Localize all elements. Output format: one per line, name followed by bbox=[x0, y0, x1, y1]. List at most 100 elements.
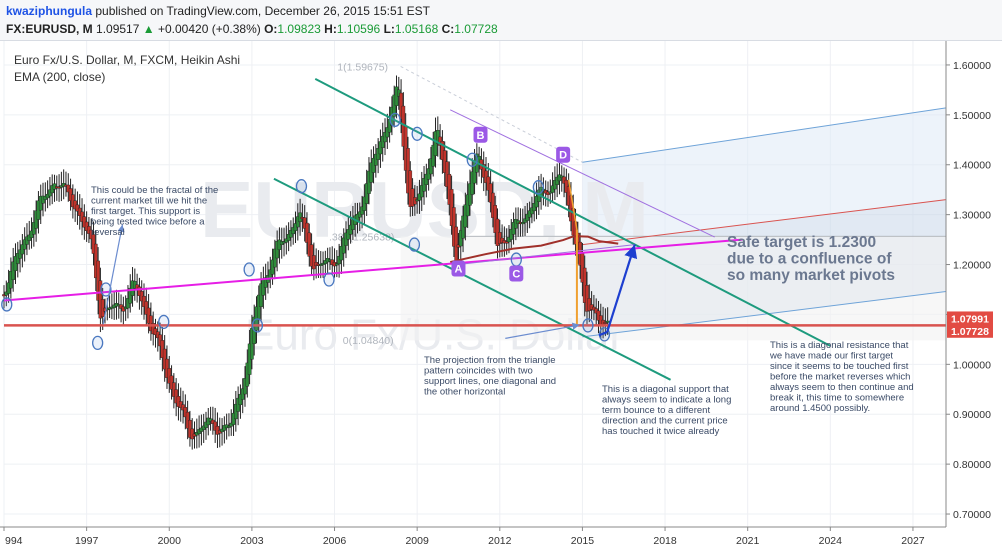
annotation-line: Safe target is 1.2300 bbox=[727, 234, 876, 251]
purple-support-line[interactable] bbox=[458, 244, 635, 266]
legend-indicator[interactable]: EMA (200, close) bbox=[14, 70, 106, 84]
pattern-point-label: C bbox=[512, 269, 520, 281]
time-tick-label: 2024 bbox=[819, 535, 843, 547]
touch-marker[interactable] bbox=[158, 314, 170, 330]
annotation-line: current market till we hit the bbox=[91, 196, 207, 207]
projection-note: The projection from the triangle pattern … bbox=[424, 355, 556, 398]
pattern-point-a-badge[interactable] bbox=[451, 260, 466, 277]
annotation-arrow[interactable] bbox=[102, 224, 125, 325]
high-value: 1.10596 bbox=[336, 22, 381, 36]
annotation-arrow[interactable] bbox=[505, 322, 580, 339]
annotation-line: being tested twice before a bbox=[91, 217, 205, 228]
orange-drop-connector bbox=[567, 179, 578, 230]
time-tick-label: 1997 bbox=[75, 535, 99, 547]
price-change: +0.00420 (+0.38%) bbox=[157, 22, 261, 36]
price-axis-panel bbox=[946, 41, 1002, 552]
annotation-line: term bounce to a different bbox=[602, 405, 710, 416]
touch-marker[interactable] bbox=[532, 180, 545, 195]
price-tag-label: 1.07991 bbox=[951, 313, 989, 325]
candle-body bbox=[57, 186, 61, 189]
diagonal-resistance-note: This is a diagonal resistance that we hav… bbox=[769, 340, 914, 414]
target-arrow-base bbox=[598, 330, 608, 337]
touch-marker[interactable] bbox=[323, 272, 335, 287]
annotation-line: always seem to indicate a long bbox=[602, 395, 731, 406]
price-tick-label: 0.80000 bbox=[953, 459, 991, 471]
open-label: O: bbox=[264, 22, 278, 36]
touch-marker[interactable] bbox=[100, 282, 112, 297]
up-triangle-icon: ▲ bbox=[142, 22, 155, 36]
annotation-line: This could be the fractal of the bbox=[91, 185, 218, 196]
touch-marker[interactable] bbox=[91, 335, 104, 351]
chart-header: kwaziphungula published on TradingView.c… bbox=[0, 0, 1002, 41]
pitchfork-median-line bbox=[582, 199, 947, 246]
touch-marker[interactable] bbox=[243, 262, 255, 277]
price-tick-label: 0.90000 bbox=[953, 409, 991, 421]
annotation-line: since it seems to be touched first bbox=[770, 361, 909, 372]
annotation-line: we have made our first target bbox=[769, 351, 893, 362]
annotation-line: before the market reverses which bbox=[770, 372, 910, 383]
price-tag-badge[interactable] bbox=[947, 323, 993, 338]
pattern-point-b-badge[interactable] bbox=[473, 126, 488, 143]
touch-marker[interactable] bbox=[389, 112, 401, 127]
price-tick-label: 0.70000 bbox=[953, 509, 991, 521]
price-tick-label: 1.50000 bbox=[953, 110, 991, 122]
price-tick-label: 1.30000 bbox=[953, 210, 991, 222]
touch-marker[interactable] bbox=[251, 318, 264, 333]
annotation-line: has touched it twice already bbox=[602, 426, 719, 437]
time-tick-label: 2003 bbox=[240, 535, 264, 547]
annotation-line: reversal bbox=[91, 227, 125, 238]
pattern-point-d-badge[interactable] bbox=[556, 146, 571, 163]
low-label: L: bbox=[383, 22, 395, 36]
pattern-point-label: A bbox=[454, 264, 462, 276]
candle-body bbox=[603, 322, 608, 324]
candle-body bbox=[520, 222, 525, 225]
fractal-note: This could be the fractal of the current … bbox=[91, 185, 218, 238]
annotation-line: break it, this time to somewhere bbox=[770, 393, 904, 404]
price-tag-badge[interactable] bbox=[947, 311, 993, 326]
pattern-point-c-badge[interactable] bbox=[509, 265, 524, 282]
ohlc-line: FX:EURUSD, M 1.09517 ▲ +0.00420 (+0.38%)… bbox=[6, 22, 498, 36]
close-value: 1.07728 bbox=[454, 22, 498, 36]
touch-marker[interactable] bbox=[466, 152, 478, 167]
candle-body bbox=[318, 263, 323, 266]
touch-marker[interactable] bbox=[411, 126, 423, 141]
annotation-line: The projection from the triangle bbox=[424, 355, 555, 366]
price-tick-label: 1.60000 bbox=[953, 60, 991, 72]
low-value: 1.05168 bbox=[394, 22, 439, 36]
purple-resistance-line[interactable] bbox=[449, 109, 715, 238]
teal-lower-channel-line[interactable] bbox=[273, 177, 672, 381]
safe-target-note: Safe target is 1.2300 due to a confluence… bbox=[727, 234, 895, 284]
pattern-point-label: D bbox=[559, 150, 567, 162]
annotation-line: due to a confluence of bbox=[727, 251, 892, 268]
published-text: published on TradingView.com, December 2… bbox=[95, 4, 431, 18]
touch-marker[interactable] bbox=[408, 237, 421, 252]
magenta-support-line[interactable] bbox=[3, 238, 743, 302]
time-tick-label: 2009 bbox=[405, 535, 429, 547]
author-name[interactable]: kwaziphungula bbox=[6, 4, 93, 18]
target-arrow[interactable] bbox=[606, 244, 638, 333]
price-tick-label: 1.20000 bbox=[953, 260, 991, 272]
touch-marker[interactable] bbox=[295, 179, 308, 194]
publisher-line: kwaziphungula published on TradingView.c… bbox=[6, 4, 430, 18]
fib-level-label: 1(1.59675) bbox=[337, 62, 388, 74]
candle-body bbox=[605, 320, 610, 323]
candle-body bbox=[321, 262, 325, 265]
annotation-line: first target. This support is bbox=[91, 206, 200, 217]
fib-level-label: .382(1.25638) bbox=[329, 231, 394, 243]
touch-marker[interactable] bbox=[1, 297, 13, 312]
annotation-line: always seem to then continue and bbox=[770, 382, 914, 393]
annotation-line: support lines, one diagonal and bbox=[424, 376, 556, 387]
touch-marker[interactable] bbox=[582, 318, 594, 333]
time-tick-label: 2015 bbox=[571, 535, 595, 547]
fib-level-label: 0(1.04840) bbox=[343, 335, 394, 347]
annotation-line: the other horizontal bbox=[424, 387, 505, 398]
teal-upper-channel-line[interactable] bbox=[314, 78, 831, 347]
legend-title[interactable]: Euro Fx/U.S. Dollar, M, FXCM, Heikin Ash… bbox=[14, 53, 241, 67]
annotation-line: This is a diagonal resistance that bbox=[770, 340, 909, 351]
close-label: C: bbox=[441, 22, 455, 36]
annotation-line: This is a diagonal support that bbox=[602, 384, 729, 395]
pitchfork-upper-line bbox=[582, 107, 947, 163]
touch-marker[interactable] bbox=[510, 252, 522, 267]
